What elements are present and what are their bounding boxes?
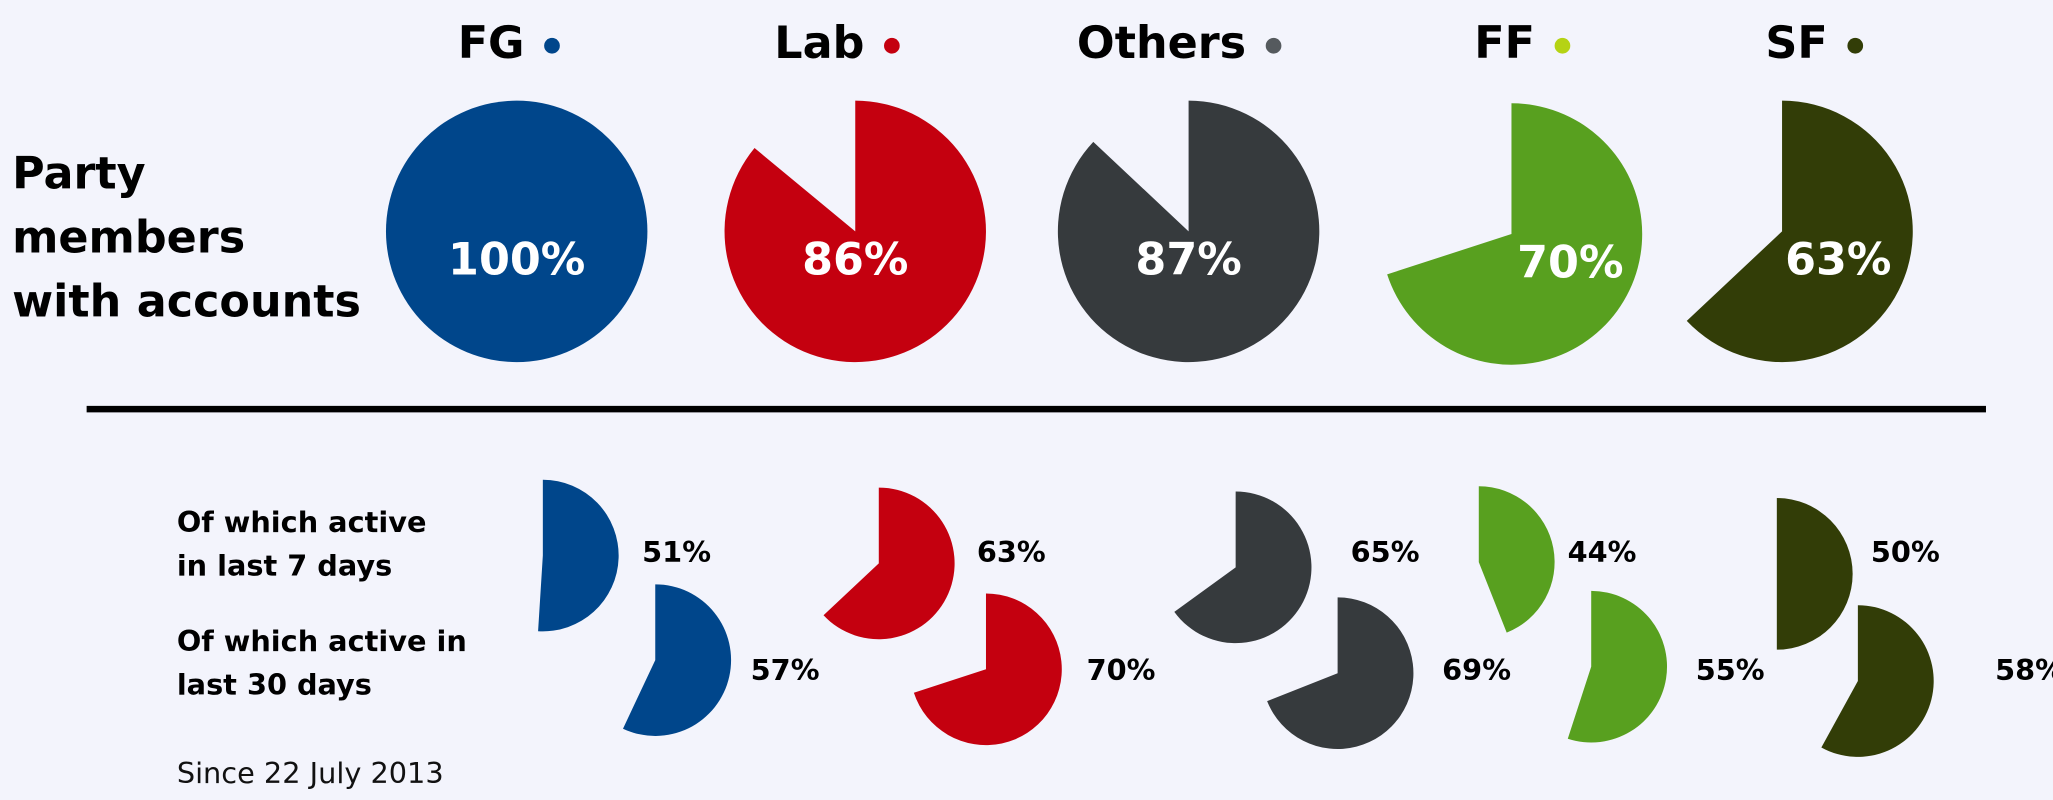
pie-slice: [385, 100, 648, 363]
legend-label: FF: [1474, 18, 1535, 69]
value-label: 44%: [1568, 535, 1637, 569]
value-label: 58%: [1995, 653, 2053, 687]
legend-dot: [1265, 37, 1282, 54]
pie-slice: [1174, 491, 1312, 644]
row-label: Party: [12, 148, 146, 199]
row-label: Of which active in: [177, 624, 467, 658]
value-label: 55%: [1696, 653, 1765, 687]
value-label: 69%: [1442, 653, 1511, 687]
pie-slice: [1686, 100, 1913, 363]
legend-dot: [544, 37, 560, 54]
value-label: 50%: [1871, 535, 1940, 569]
value-label: 100%: [448, 235, 585, 286]
row-label: with accounts: [12, 277, 361, 328]
row-label: members: [12, 213, 245, 264]
value-label: 63%: [977, 535, 1046, 569]
note: Since 22 July 2013: [177, 756, 444, 790]
pie-slice: [1821, 605, 1934, 757]
pie-slice: [724, 100, 986, 363]
legend-label: Lab: [774, 18, 864, 69]
pie-slice: [823, 487, 955, 640]
row-label: Of which active: [177, 505, 427, 539]
row-label: last 30 days: [177, 667, 372, 701]
value-label: 65%: [1351, 535, 1420, 569]
row-label: in last 7 days: [177, 548, 392, 582]
pie-slice: [1057, 100, 1320, 363]
value-label: 70%: [1517, 237, 1623, 288]
pie-slice: [913, 593, 1062, 746]
pie-slice: [622, 584, 732, 736]
value-label: 51%: [642, 535, 711, 569]
pie-slice: [1267, 597, 1414, 750]
value-label: 86%: [802, 235, 908, 286]
legend-label: Others: [1077, 18, 1246, 69]
legend-dot: [1554, 37, 1571, 54]
legend-label: FG: [458, 18, 525, 69]
legend-dot: [884, 37, 900, 54]
value-label: 57%: [751, 653, 820, 687]
value-label: 63%: [1785, 235, 1891, 286]
legend-dot: [1847, 37, 1864, 54]
pie-slice: [1387, 103, 1643, 365]
pie-slice: [1776, 498, 1853, 650]
legend-label: SF: [1765, 18, 1827, 69]
value-label: 87%: [1135, 235, 1241, 286]
pie-slice: [1567, 590, 1668, 743]
value-label: 70%: [1087, 653, 1156, 687]
pie-slice: [538, 479, 619, 632]
pie-slice: [1478, 486, 1555, 633]
